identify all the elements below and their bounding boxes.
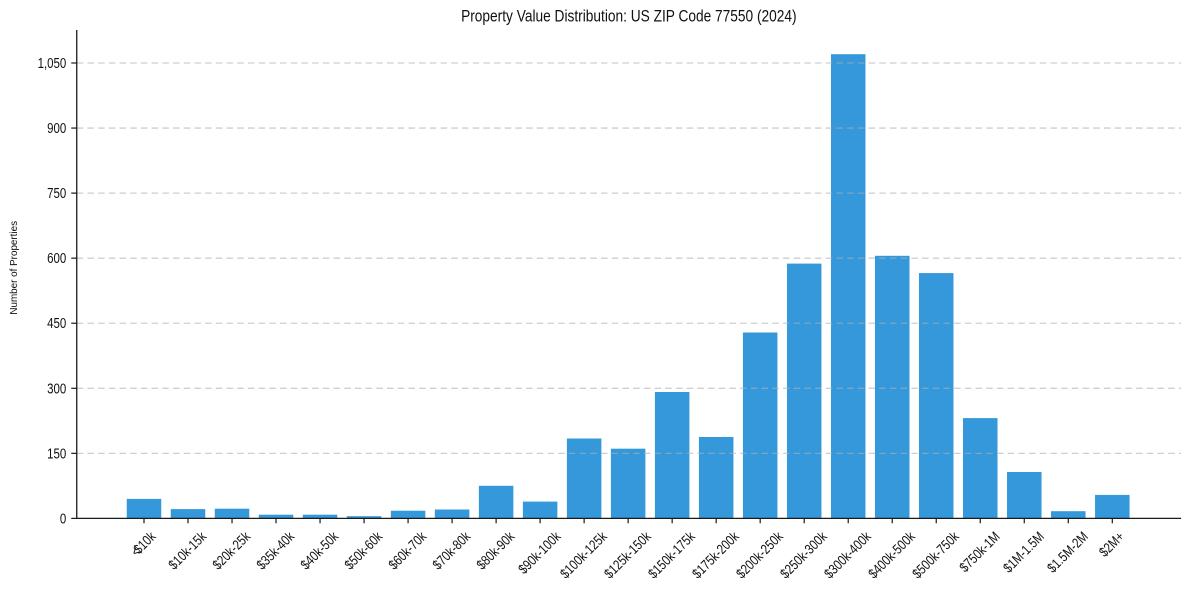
svg-text:750: 750	[47, 185, 66, 202]
svg-text:600: 600	[47, 250, 66, 267]
svg-text:450: 450	[47, 315, 66, 332]
svg-text:Property Value Distribution: U: Property Value Distribution: US ZIP Code…	[461, 8, 797, 26]
svg-text:0: 0	[60, 510, 66, 527]
svg-text:300: 300	[47, 380, 66, 397]
svg-text:900: 900	[47, 120, 66, 137]
svg-text:1,050: 1,050	[38, 54, 67, 71]
svg-text:150: 150	[47, 445, 66, 462]
svg-text:Number of Properties: Number of Properties	[9, 221, 20, 315]
